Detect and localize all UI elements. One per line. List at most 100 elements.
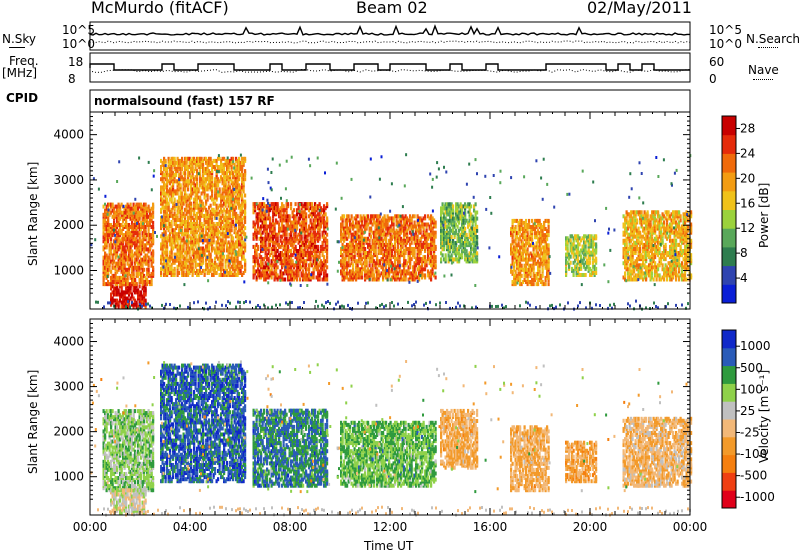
panel-0-cell: [196, 169, 199, 174]
panel-0-cell: [122, 298, 125, 303]
panel-0-cell: [394, 259, 397, 264]
panel-0-cell: [200, 224, 203, 229]
panel-0-cell: [169, 254, 172, 259]
panel-0-cell: [403, 216, 406, 221]
panel-0-cell: [135, 231, 138, 236]
panel-0-cell: [374, 247, 377, 251]
panel-0-cell: [134, 261, 137, 266]
panel-0-cell: [179, 244, 182, 249]
panel-0-cell: [215, 250, 218, 255]
panel-0-cell: [346, 216, 349, 221]
panel-0-cell: [362, 230, 365, 235]
panel-0-cell: [323, 204, 326, 209]
panel-0-cell: [294, 224, 297, 229]
panel-0-cell: [123, 235, 126, 240]
panel-0-cell: [166, 207, 169, 212]
panel-0-cell: [255, 230, 258, 235]
panel-0-cell: [255, 249, 258, 253]
panel-0-cell: [266, 257, 269, 262]
panel-0-cell: [149, 243, 152, 248]
panel-0-cell: [199, 175, 202, 180]
panel-0-cell: [110, 275, 113, 280]
panel-0-cell: [373, 242, 376, 247]
panel-0-cell: [227, 246, 230, 251]
panel-0-cell: [224, 179, 227, 184]
panel-0-cell: [123, 251, 126, 256]
panel-0-cell: [138, 202, 141, 207]
nsky-trace: [89, 24, 690, 36]
panel-0-cell: [205, 158, 208, 163]
panel-0-cell: [346, 224, 349, 229]
panel-0-cell: [102, 278, 105, 282]
panel-0-cell: [374, 277, 377, 282]
panel-0-cell: [229, 207, 232, 212]
panel-0-cell: [206, 220, 209, 224]
panel-0-cell: [111, 208, 114, 213]
panel-0-cell: [217, 183, 220, 188]
panel-0-cell: [215, 232, 218, 237]
panel-0-cell: [349, 269, 352, 274]
panel-0-cell: [401, 238, 404, 243]
panel-0-cell: [205, 207, 208, 212]
panel-0-cell: [278, 208, 281, 213]
panel-0-cell: [364, 275, 367, 280]
panel-0-cell: [211, 193, 214, 198]
panel-0-cell: [303, 204, 306, 209]
panel-0-cell: [214, 158, 217, 163]
panel-0-cell: [164, 195, 167, 200]
panel-0-cell: [238, 271, 241, 275]
panel-0-cell: [282, 271, 285, 276]
panel-0-cell: [178, 244, 181, 249]
panel-0-cell: [260, 244, 263, 249]
panel-0-cell: [203, 156, 206, 161]
panel-0-cell: [428, 275, 431, 280]
panel-0-cell: [107, 280, 110, 284]
panel-0-cell: [149, 237, 152, 242]
panel-0-cell: [172, 228, 175, 233]
panel-0-cell: [144, 292, 147, 297]
panel-0-cell: [241, 169, 244, 174]
panel-0-cell: [302, 216, 305, 221]
panel-0-cell: [431, 267, 434, 272]
panel-0-cell: [138, 210, 141, 215]
panel-0-cell: [386, 255, 389, 260]
panel-0-cell: [144, 278, 147, 282]
panel-0-cell: [361, 275, 364, 280]
panel-0-cell: [131, 292, 134, 297]
panel-0-cell: [349, 277, 352, 282]
panel-0-cell: [116, 206, 119, 211]
panel-0-cell: [374, 263, 377, 268]
panel-0-cell: [416, 255, 419, 260]
panel-0-cell: [212, 234, 215, 239]
panel-0-cell: [188, 264, 191, 269]
panel-0-cell: [371, 230, 374, 235]
panel-0-cell: [443, 212, 446, 217]
panel-0-cell: [379, 263, 382, 268]
panel-0-cell: [179, 167, 182, 171]
panel-0-cell: [413, 232, 416, 237]
panel-0-cell: [373, 238, 376, 243]
panel-0-cell: [275, 257, 278, 262]
panel-0-cell: [187, 218, 190, 222]
panel-0-cell: [261, 257, 264, 262]
panel-0-cell: [241, 175, 244, 180]
panel-0-cell: [104, 223, 107, 227]
panel-0-cell: [141, 298, 144, 303]
panel-0-cell: [187, 244, 190, 249]
panel-0-cell: [275, 202, 278, 207]
panel-0-cell: [169, 191, 172, 196]
panel-0-cell: [190, 195, 193, 200]
panel-0-cell: [128, 239, 131, 244]
panel-0-cell: [261, 236, 264, 241]
panel-0-cell: [241, 185, 244, 190]
panel-0-cell: [152, 210, 155, 215]
panel-0-cell: [419, 224, 422, 229]
panel-0-cell: [279, 253, 282, 258]
panel-0-cell: [147, 231, 150, 236]
panel-0-cell: [119, 275, 122, 280]
panel-0-cell: [446, 230, 449, 235]
panel-0-cell: [303, 265, 306, 270]
panel-0-cell: [324, 269, 327, 274]
panel-0-cell: [203, 185, 206, 190]
panel-0-cell: [236, 260, 239, 265]
